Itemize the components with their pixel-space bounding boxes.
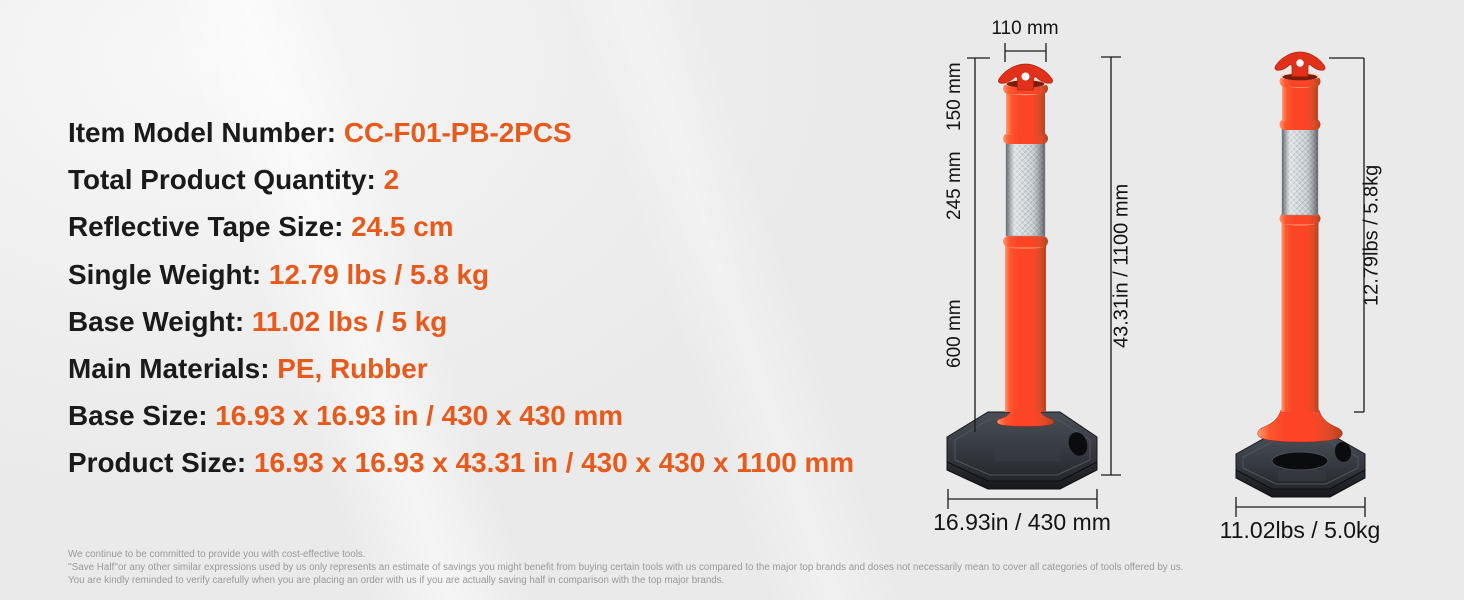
svg-text:16.93in / 430 mm: 16.93in / 430 mm <box>933 509 1111 535</box>
svg-text:110 mm: 110 mm <box>991 18 1058 39</box>
svg-text:11.02lbs / 5.0kg: 11.02lbs / 5.0kg <box>1220 517 1381 543</box>
